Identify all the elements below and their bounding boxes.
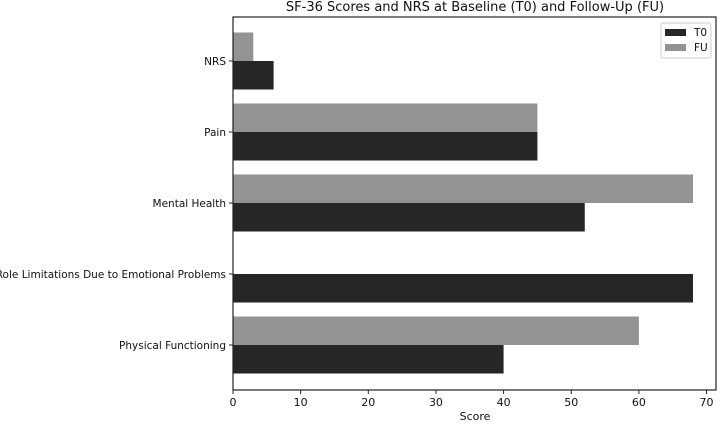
bar-t0-0 [233, 345, 504, 374]
bar-t0-1 [233, 274, 693, 303]
x-tick-label: 70 [700, 396, 714, 409]
legend-swatch-fu [665, 44, 686, 51]
legend-label-fu: FU [694, 42, 708, 54]
chart-title: SF-36 Scores and NRS at Baseline (T0) an… [286, 0, 664, 15]
x-tick-label: 0 [230, 396, 237, 409]
x-tick-label: 30 [429, 396, 443, 409]
y-tick-label: Role Limitations Due to Emotional Proble… [0, 269, 226, 281]
y-tick-label: Mental Health [153, 198, 226, 210]
x-tick-label: 40 [497, 396, 511, 409]
x-tick-label: 60 [632, 396, 646, 409]
bar-fu-2 [233, 174, 693, 203]
bar-fu-3 [233, 103, 538, 132]
bar-fu-4 [233, 32, 254, 61]
bar-fu-0 [233, 316, 639, 345]
y-tick-label: Pain [204, 127, 226, 139]
x-axis-label: Score [460, 410, 491, 423]
bar-t0-4 [233, 61, 274, 90]
y-tick-label: Physical Functioning [119, 340, 226, 352]
legend-swatch-t0 [665, 29, 686, 36]
legend: T0 FU [660, 22, 712, 59]
x-tick-label: 50 [564, 396, 578, 409]
x-tick-label: 20 [361, 396, 375, 409]
bar-t0-3 [233, 132, 538, 161]
y-tick-label: NRS [204, 56, 226, 68]
bar-t0-2 [233, 203, 585, 232]
legend-label-t0: T0 [693, 27, 707, 39]
x-tick-label: 10 [294, 396, 308, 409]
